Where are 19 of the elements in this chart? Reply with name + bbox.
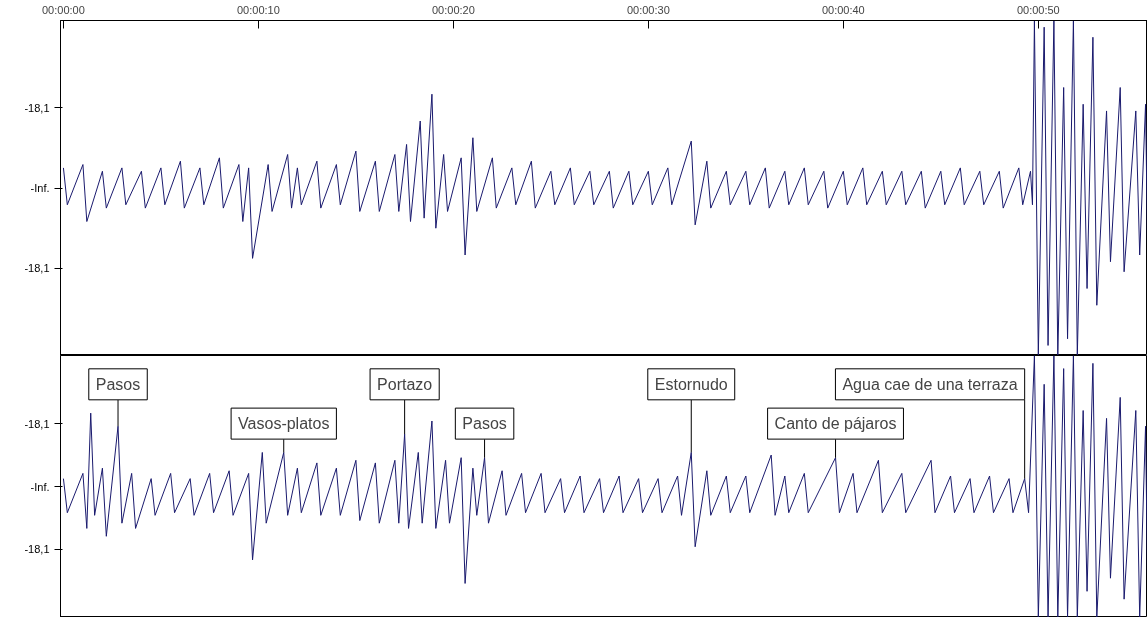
annotation: Pasos — [462, 415, 507, 433]
annotation: Vasos-platos — [238, 415, 330, 433]
annotation: Pasos — [95, 375, 141, 393]
text: -18,1 — [24, 417, 50, 430]
annotation: Canto de pájaros — [774, 415, 897, 433]
annotation: Agua cae de una terraza — [842, 375, 1018, 393]
x-tick-label: 00:00:30 — [626, 3, 670, 16]
annotation: Estornudo — [654, 375, 728, 393]
text: -Inf. — [30, 480, 50, 493]
x-tick-label: 00:00:10 — [236, 3, 280, 16]
x-tick-label: 00:00:20 — [431, 3, 475, 16]
text: -Inf. — [30, 182, 50, 194]
text: -18,1 — [24, 543, 50, 556]
x-tick-label: 00:00:00 — [42, 3, 85, 16]
text: -18,1 — [24, 262, 50, 275]
x-tick-label: 00:00:40 — [821, 3, 865, 16]
x-tick-label: 00:00:50 — [1016, 3, 1060, 16]
text: -18,1 — [24, 101, 50, 114]
annotation: Portazo — [377, 375, 433, 393]
